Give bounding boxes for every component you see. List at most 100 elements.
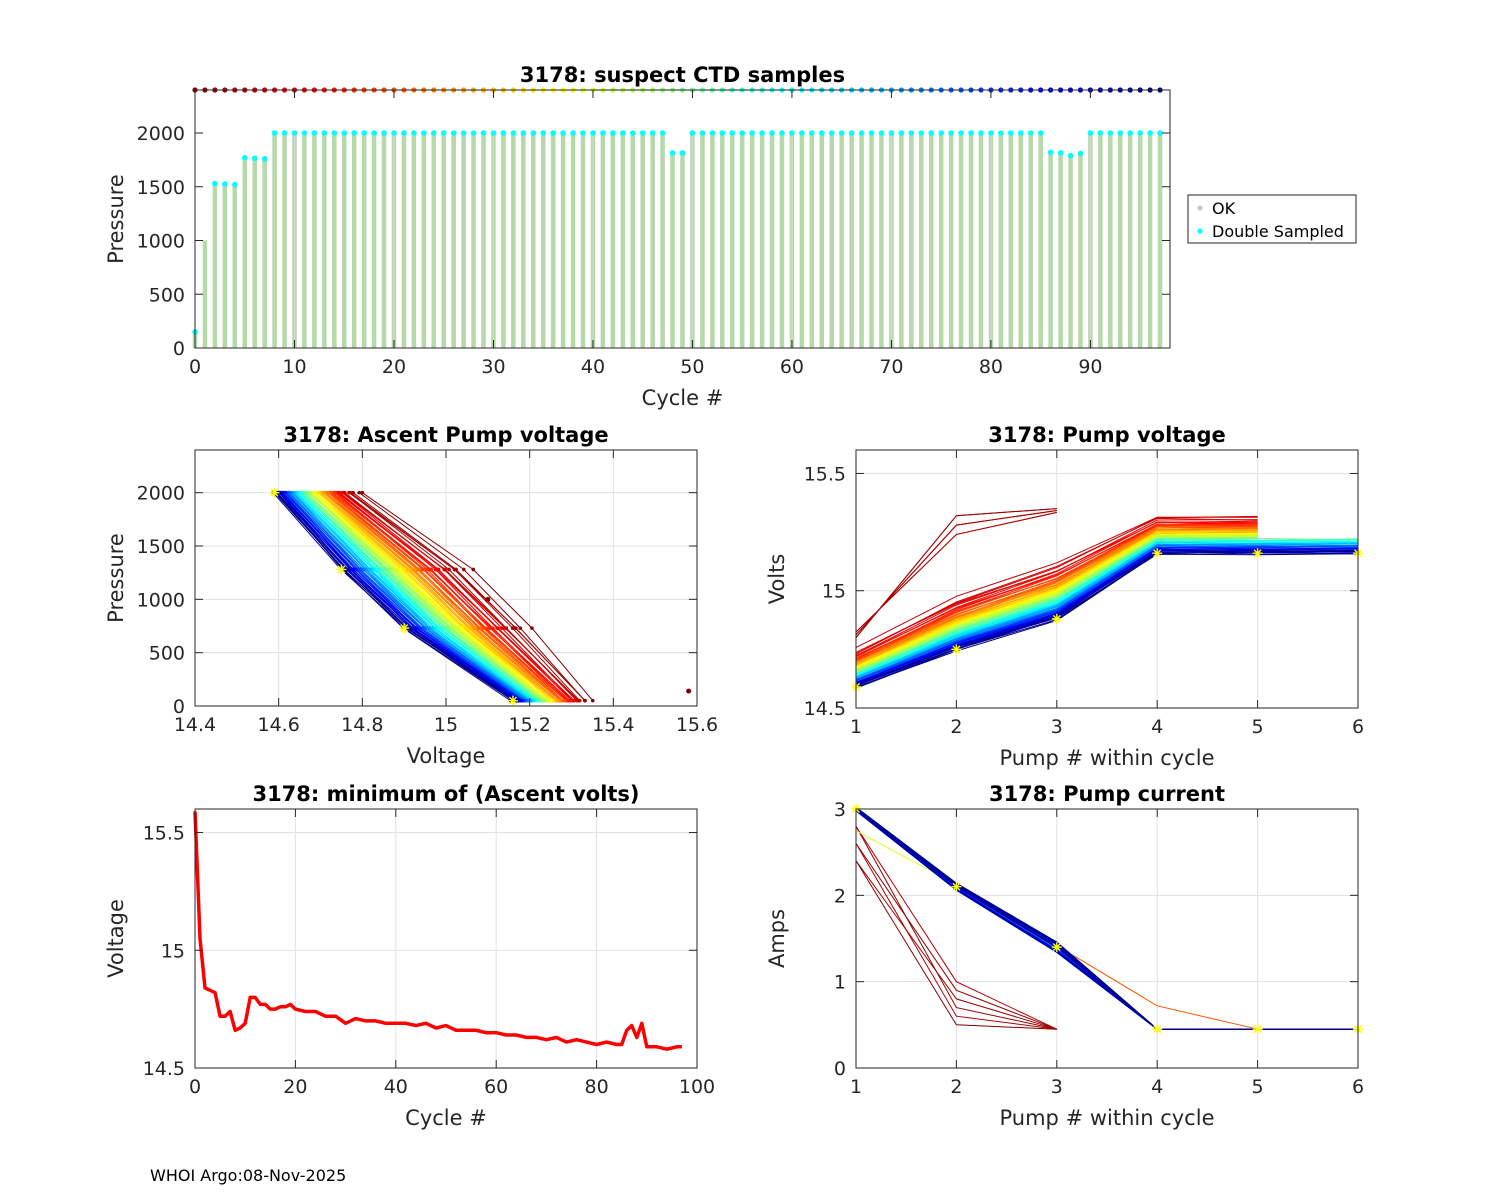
cycle-line bbox=[855, 826, 1058, 1030]
cycle-line bbox=[297, 492, 539, 702]
y-axis-label: Voltage bbox=[104, 899, 128, 978]
legend-double-marker bbox=[1197, 228, 1203, 234]
outlier-point bbox=[485, 596, 491, 602]
cycle-line bbox=[855, 809, 1358, 1030]
x-axis-label: Cycle # bbox=[642, 386, 724, 410]
cycle-line bbox=[327, 492, 557, 702]
double-sampled-point bbox=[1117, 130, 1124, 136]
double-sampled-point bbox=[1008, 130, 1014, 136]
x-tick-label: 6 bbox=[1352, 1076, 1364, 1098]
cycle-line bbox=[855, 809, 1358, 1030]
cycle-point bbox=[472, 626, 477, 630]
marker-star bbox=[1051, 613, 1062, 624]
double-sampled-point bbox=[1097, 130, 1104, 136]
latest-cycle-markers bbox=[851, 804, 1363, 1035]
cycle-point bbox=[452, 567, 457, 572]
x-tick-label: 80 bbox=[979, 356, 1003, 378]
marker-star bbox=[1252, 1024, 1263, 1035]
y-tick-label: 14.5 bbox=[804, 698, 846, 720]
cycle-point bbox=[447, 567, 451, 572]
x-tick-label: 5 bbox=[1252, 1076, 1264, 1098]
cycle-line bbox=[855, 535, 1258, 668]
cycle-point bbox=[382, 567, 387, 572]
cycle-point bbox=[539, 698, 543, 703]
cycle-point bbox=[488, 626, 493, 630]
double-sampled-point bbox=[629, 130, 636, 136]
double-sampled-point bbox=[590, 130, 596, 136]
cycle-point bbox=[447, 626, 452, 630]
cycle-point bbox=[312, 490, 317, 495]
marker-star bbox=[399, 623, 410, 634]
cycle-line bbox=[855, 826, 1057, 1030]
cycle-line bbox=[855, 808, 1358, 1030]
double-sampled-point bbox=[490, 130, 497, 136]
y-tick-label: 1000 bbox=[137, 589, 185, 611]
double-sampled-point bbox=[759, 130, 765, 136]
cycle-line bbox=[855, 807, 1358, 1030]
cycle-line bbox=[855, 809, 1358, 1030]
double-sampled-point bbox=[450, 130, 457, 136]
cycle-line bbox=[311, 492, 552, 702]
cycle-point bbox=[478, 626, 483, 630]
double-sampled-point bbox=[371, 130, 377, 136]
cycle-line bbox=[855, 810, 1358, 1030]
cycle-line bbox=[275, 492, 518, 702]
legend-ok-label: OK bbox=[1212, 199, 1236, 218]
cycle-line bbox=[337, 492, 575, 702]
cycle-point bbox=[583, 698, 587, 703]
double-sampled-point bbox=[1137, 130, 1143, 136]
double-sampled-point bbox=[421, 130, 427, 136]
cycle-line bbox=[855, 550, 1359, 688]
cycle-line bbox=[328, 492, 566, 702]
cycle-point bbox=[360, 490, 365, 495]
legend-box bbox=[1187, 194, 1357, 244]
double-sampled-point bbox=[500, 130, 507, 136]
chart-title: 3178: Ascent Pump voltage bbox=[283, 423, 608, 447]
cycle-line bbox=[855, 807, 1358, 1030]
x-tick-label: 20 bbox=[283, 1076, 307, 1098]
double-sampled-point bbox=[271, 130, 278, 136]
x-axis-label: Pump # within cycle bbox=[1000, 746, 1215, 770]
cycle-line bbox=[855, 806, 1358, 1030]
y-tick-label: 3 bbox=[834, 799, 846, 821]
cycle-line bbox=[855, 808, 1358, 1030]
double-sampled-point bbox=[928, 130, 935, 136]
footer-stamp: WHOI Argo:08-Nov-2025 bbox=[150, 1166, 347, 1185]
cycle-point bbox=[412, 567, 417, 572]
double-sampled-point bbox=[968, 130, 974, 136]
legend-double-label: Double Sampled bbox=[1212, 222, 1344, 241]
x-tick-label: 1 bbox=[850, 716, 862, 738]
double-sampled-point bbox=[550, 130, 556, 136]
double-sampled-point bbox=[709, 130, 716, 136]
double-sampled-point bbox=[530, 130, 537, 136]
x-tick-label: 14.6 bbox=[258, 714, 300, 736]
x-tick-label: 15.2 bbox=[509, 714, 551, 736]
x-tick-label: 14.4 bbox=[174, 714, 216, 736]
double-sampled-point bbox=[789, 130, 795, 136]
cycle-line bbox=[855, 810, 1358, 1030]
double-sampled-point bbox=[1147, 130, 1153, 136]
double-sampled-point bbox=[1087, 130, 1094, 136]
cycle-line bbox=[855, 517, 1258, 655]
double-sampled-point bbox=[779, 130, 785, 136]
x-tick-label: 3 bbox=[1051, 1076, 1063, 1098]
x-tick-label: 20 bbox=[382, 356, 406, 378]
cycle-point bbox=[576, 698, 580, 703]
x-tick-label: 2 bbox=[950, 716, 962, 738]
cycle-line bbox=[855, 860, 1057, 1030]
cycle-line bbox=[314, 492, 553, 702]
cycle-point bbox=[500, 626, 504, 630]
double-sampled-point bbox=[411, 130, 417, 136]
double-sampled-point bbox=[729, 130, 736, 136]
double-sampled-point bbox=[998, 130, 1004, 136]
y-tick-label: 15 bbox=[822, 581, 846, 603]
cycle-line bbox=[855, 807, 1358, 1030]
x-tick-label: 90 bbox=[1078, 356, 1102, 378]
x-tick-label: 1 bbox=[850, 1076, 862, 1098]
cycle-line bbox=[362, 492, 594, 702]
cycle-line bbox=[281, 492, 523, 702]
x-tick-label: 2 bbox=[950, 1076, 962, 1098]
plot-frame-4 bbox=[194, 808, 698, 1069]
cycle-point bbox=[433, 567, 438, 572]
